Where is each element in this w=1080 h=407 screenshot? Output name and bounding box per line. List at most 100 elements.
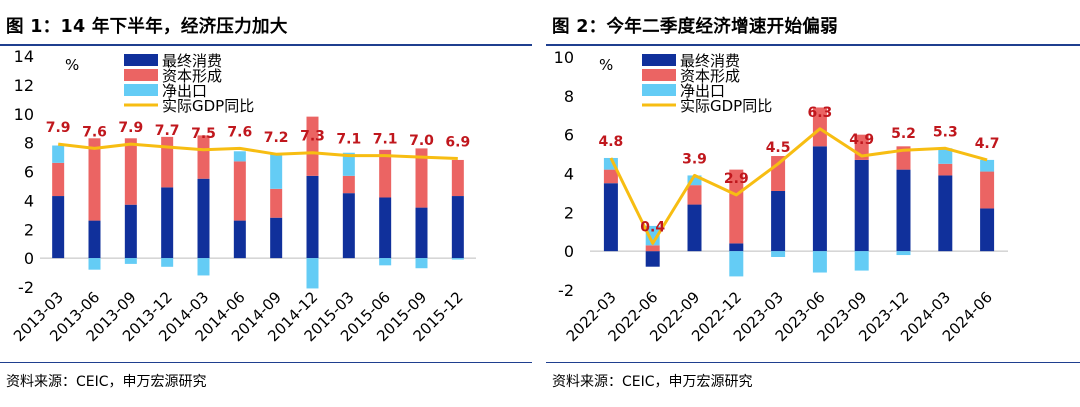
bar-capital-formation: [197, 135, 210, 179]
bar-net-exports: [938, 148, 953, 164]
bar-capital-formation: [415, 148, 428, 208]
bar-net-exports: [415, 258, 428, 269]
y-unit-label: %: [599, 56, 613, 74]
gdp-data-label: 7.7: [155, 123, 180, 139]
bar-net-exports: [306, 258, 319, 289]
gdp-line: [609, 127, 988, 245]
gdp-data-label: 4.7: [975, 136, 1000, 152]
y-tick-label: 6: [24, 163, 34, 182]
y-tick-label: 4: [564, 165, 574, 184]
y-tick-label: -2: [558, 281, 574, 300]
y-tick-label: 8: [24, 134, 34, 153]
legend-swatch: [124, 69, 158, 81]
gdp-data-label: 4.5: [766, 140, 791, 156]
legend-label: 资本形成: [162, 67, 222, 85]
bar-capital-formation: [161, 136, 174, 188]
bar-net-exports: [854, 251, 869, 271]
source-divider: [0, 362, 532, 363]
y-tick-label: 10: [554, 48, 574, 67]
bar-final-consumption: [197, 178, 210, 259]
chart-panel-1: 图 1：14 年下半年，经济压力加大 -2 0 2 4 6 8 10 12 14% 7.9 7.6 7…: [0, 0, 532, 407]
gdp-data-label: 7.6: [227, 124, 252, 140]
bar-net-exports: [197, 258, 210, 276]
gdp-data-label: 7.9: [46, 120, 71, 136]
bar-net-exports: [812, 251, 827, 273]
gdp-data-label: 7.2: [264, 130, 289, 146]
legend-label: 最终消费: [162, 52, 222, 70]
gdp-data-label: 3.9: [682, 151, 707, 167]
bar-capital-formation: [124, 138, 137, 205]
bar-final-consumption: [645, 251, 660, 267]
bar-final-consumption: [896, 169, 911, 252]
chart-title: 图 1：14 年下半年，经济压力加大: [6, 17, 288, 37]
bar-capital-formation: [729, 169, 744, 244]
bar-capital-formation: [645, 245, 660, 252]
y-tick-label: 8: [564, 87, 574, 106]
gdp-data-label: 6.9: [445, 135, 470, 151]
bar-capital-formation: [687, 185, 702, 205]
bar-final-consumption: [379, 197, 392, 259]
bar-net-exports: [687, 175, 702, 186]
gdp-data-label: 4.8: [598, 134, 623, 150]
bar-final-consumption: [306, 175, 319, 259]
legend-swatch: [642, 84, 676, 96]
title-divider: [546, 44, 1080, 46]
bar-capital-formation: [342, 175, 355, 194]
legend-swatch: [642, 69, 676, 81]
bar-capital-formation: [938, 163, 953, 176]
gdp-data-label: 5.3: [933, 124, 958, 140]
bar-final-consumption: [687, 204, 702, 252]
gdp-data-label: 7.1: [373, 132, 398, 148]
legend-swatch: [124, 84, 158, 96]
bar-final-consumption: [342, 193, 355, 259]
legend-label: 最终消费: [680, 52, 740, 70]
bar-capital-formation: [306, 116, 319, 176]
y-tick-label: 4: [24, 191, 34, 210]
bar-net-exports: [52, 145, 65, 163]
y-tick-label: 0: [24, 249, 34, 268]
bar-capital-formation: [451, 159, 464, 197]
legend-label: 净出口: [680, 82, 725, 100]
bar-final-consumption: [233, 220, 246, 259]
y-tick-label: 14: [14, 47, 34, 66]
legend-label: 实际GDP同比: [680, 97, 772, 115]
y-unit-label: %: [65, 56, 79, 74]
bar-net-exports: [451, 258, 464, 260]
bar-final-consumption: [938, 175, 953, 252]
bar-capital-formation: [270, 188, 283, 218]
gdp-data-label: 7.0: [409, 133, 434, 149]
bar-final-consumption: [854, 159, 869, 252]
gdp-line: [58, 142, 458, 160]
bar-net-exports: [729, 251, 744, 277]
bar-capital-formation: [980, 171, 995, 209]
bar-final-consumption: [812, 146, 827, 252]
bar-net-exports: [88, 258, 101, 270]
bar-net-exports: [233, 151, 246, 162]
gdp-data-label: 7.3: [300, 129, 325, 145]
y-tick-label: 0: [564, 242, 574, 261]
legend-label: 净出口: [162, 82, 207, 100]
bar-final-consumption: [603, 183, 618, 252]
bar-final-consumption: [771, 190, 786, 252]
gdp-data-label: 7.6: [82, 124, 107, 140]
y-tick-label: 6: [564, 126, 574, 145]
source-note: 资料来源：CEIC，申万宏源研究: [552, 374, 753, 390]
bar-net-exports: [896, 251, 911, 256]
bar-net-exports: [379, 258, 392, 266]
legend-swatch: [124, 54, 158, 66]
y-tick-label: -2: [18, 278, 34, 297]
bar-final-consumption: [270, 217, 283, 259]
gdp-data-label: 2.9: [724, 171, 749, 187]
y-tick-label: 10: [14, 105, 34, 124]
legend-label: 资本形成: [680, 67, 740, 85]
bar-final-consumption: [124, 204, 137, 259]
gdp-data-label: 6.3: [807, 105, 832, 121]
bar-final-consumption: [980, 208, 995, 252]
source-note: 资料来源：CEIC，申万宏源研究: [6, 374, 207, 390]
bar-net-exports: [603, 157, 618, 170]
legend-swatch: [642, 54, 676, 66]
bar-net-exports: [270, 154, 283, 189]
legend-label: 实际GDP同比: [162, 97, 254, 115]
bar-capital-formation: [52, 162, 65, 197]
bar-net-exports: [124, 258, 137, 264]
